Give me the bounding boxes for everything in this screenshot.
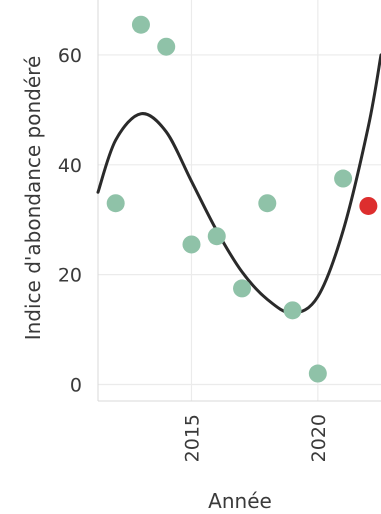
trend-line <box>96 53 381 315</box>
data-point <box>157 37 176 56</box>
data-point <box>334 169 353 188</box>
data-point <box>131 15 150 34</box>
data-point <box>106 194 125 213</box>
x-axis-title: Année <box>208 489 272 513</box>
y-tick-label: 40 <box>58 155 82 177</box>
data-point <box>182 235 201 254</box>
y-tick-label: 20 <box>58 265 82 287</box>
data-point <box>258 194 277 213</box>
points-layer <box>106 15 378 383</box>
y-tick-label: 0 <box>70 375 82 397</box>
data-point <box>233 279 252 298</box>
data-point <box>359 196 378 215</box>
x-tick-label: 2015 <box>181 414 203 462</box>
data-point <box>308 364 327 383</box>
axes <box>97 0 381 402</box>
tick-labels: 0 20 40 60 2015 2020 <box>58 45 330 462</box>
y-axis-title: Indice d'abondance pondéré <box>21 56 45 341</box>
trend-layer <box>96 53 381 315</box>
data-point <box>207 227 226 246</box>
gridlines <box>98 0 381 401</box>
data-point <box>283 301 302 320</box>
x-tick-label: 2020 <box>308 414 330 462</box>
y-tick-label: 60 <box>58 45 82 67</box>
